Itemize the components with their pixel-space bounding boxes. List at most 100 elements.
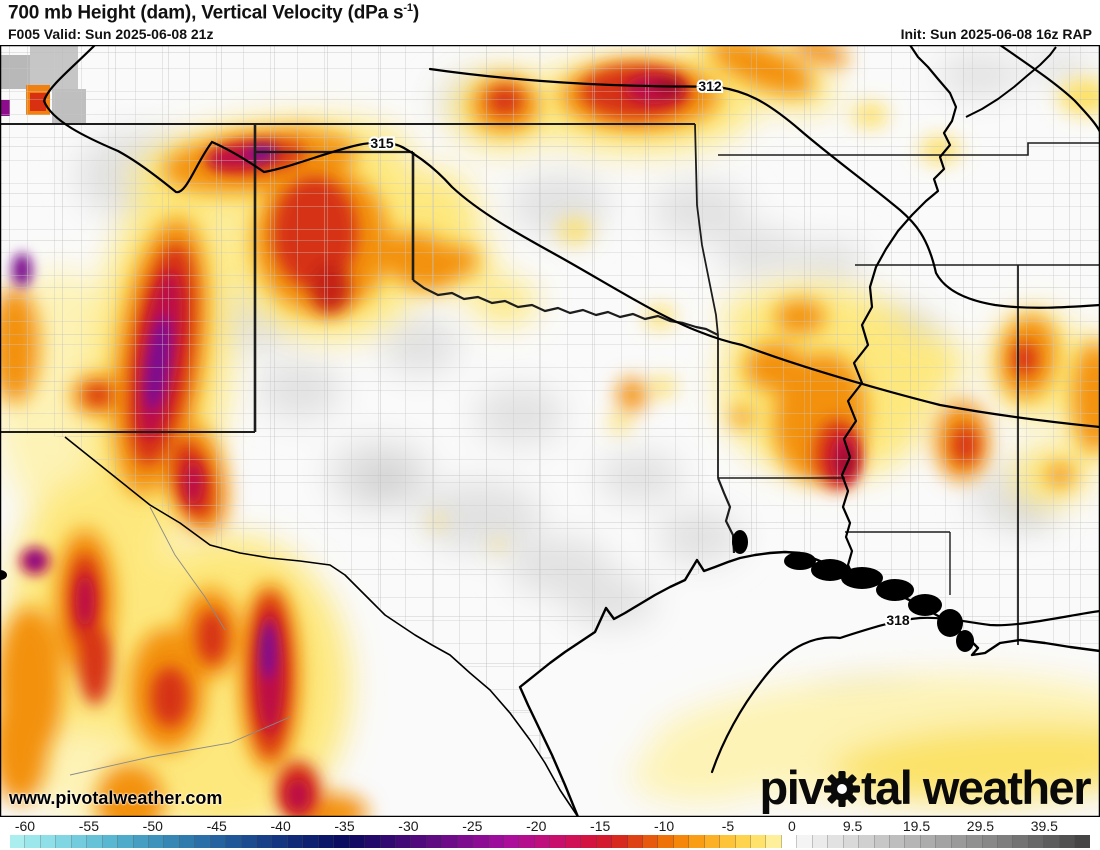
header: 700 mb Height (dam), Vertical Velocity (… <box>0 0 1100 45</box>
colorbar-cell <box>504 835 520 848</box>
colorbar-cell <box>241 835 257 848</box>
colorbar-cell <box>272 835 288 848</box>
colorbar-cell <box>287 835 304 848</box>
init-time-label: Init: Sun 2025-06-08 16z RAP <box>900 26 1092 42</box>
colorbar-cell <box>257 835 273 848</box>
colorbar-cell <box>334 835 350 848</box>
contour-label: 318 <box>886 612 910 628</box>
colorbar-cell <box>735 835 751 848</box>
brand-logo: piv tal weather <box>760 757 1092 818</box>
valid-time-label: F005 Valid: Sun 2025-06-08 21z <box>8 26 214 42</box>
colorbar-cell <box>164 835 180 848</box>
colorbar-cell <box>951 835 968 848</box>
colorbar-cell <box>1028 835 1045 848</box>
colorbar-cell <box>457 835 474 848</box>
colorbar-cell <box>1075 835 1090 848</box>
colorbar-cell <box>689 835 705 848</box>
colorbar-cell <box>967 835 983 848</box>
colorbar-tick-label: 29.5 <box>966 818 995 834</box>
colorbar-cell <box>102 835 119 848</box>
colorbar-cell <box>673 835 690 848</box>
colorbar-cell <box>612 835 628 848</box>
colorbar-tick-label: -45 <box>206 818 227 834</box>
colorbar-cell <box>766 835 782 848</box>
colorbar-cell <box>349 835 366 848</box>
colorbar-tick-label: -35 <box>334 818 355 834</box>
colorbar-cell <box>210 835 227 848</box>
colorbar-cell <box>519 835 535 848</box>
colorbar-cell <box>889 835 906 848</box>
colorbar-cell <box>596 835 613 848</box>
colorbar-cell <box>473 835 489 848</box>
colorbar: -60 -55 -50 -45 -40 -35 -30 -25 -20 -15 -10 -5 0 9.5 1… <box>0 817 1100 850</box>
colorbar-cells <box>10 835 1090 848</box>
title-suffix: ) <box>412 2 419 24</box>
colorbar-cell <box>303 835 319 848</box>
colorbar-tick-label: -15 <box>590 818 611 834</box>
height-contours <box>42 43 1100 774</box>
colorbar-cell <box>426 835 443 848</box>
colorbar-tick-label: -5 <box>721 818 735 834</box>
coastline <box>0 530 1100 818</box>
colorbar-cell <box>859 835 875 848</box>
weather-map-image: 312 315 318 <box>0 29 1100 840</box>
colorbar-cell <box>148 835 165 848</box>
watermark-text: www.pivotalweather.com <box>9 788 223 808</box>
colorbar-tick-label: -50 <box>142 818 163 834</box>
colorbar-cell <box>10 835 26 848</box>
colorbar-cell <box>751 835 767 848</box>
colorbar-cell <box>843 835 860 848</box>
title-text: 700 mb Height (dam), Vertical Velocity (… <box>8 2 404 24</box>
colorbar-cell <box>380 835 396 848</box>
colorbar-tick-label: -20 <box>526 818 547 834</box>
colorbar-cell <box>365 835 381 848</box>
colorbar-cell <box>998 835 1014 848</box>
contour-label: 312 <box>698 78 722 94</box>
colorbar-cell <box>720 835 736 848</box>
colorbar-cell <box>1044 835 1060 848</box>
colorbar-tick-label: -60 <box>14 818 36 834</box>
colorbar-cell <box>1013 835 1029 848</box>
colorbar-cell <box>25 835 41 848</box>
colorbar-cell <box>797 835 813 848</box>
colorbar-cell <box>395 835 412 848</box>
colorbar-cell <box>781 835 798 848</box>
colorbar-cell <box>812 835 829 848</box>
colorbar-cell <box>442 835 458 848</box>
page-title: 700 mb Height (dam), Vertical Velocity (… <box>8 2 419 24</box>
colorbar-cell <box>550 835 566 848</box>
colorbar-cell <box>704 835 721 848</box>
brand-part2: tal weather <box>860 761 1092 814</box>
colorbar-cell <box>195 835 211 848</box>
colorbar-tick-label: -10 <box>653 818 675 834</box>
colorbar-tick-label: 19.5 <box>902 818 931 834</box>
colorbar-tick-label: 0 <box>787 818 796 834</box>
title-superscript: -1 <box>403 2 413 14</box>
mexico-state-lines <box>69 506 291 776</box>
colorbar-cell <box>87 835 103 848</box>
colorbar-tick-label: 9.5 <box>842 818 863 834</box>
weather-map: 312 315 318 www.pivotalweather.com piv ta… <box>0 29 1100 840</box>
colorbar-cell <box>534 835 551 848</box>
colorbar-cell <box>828 835 844 848</box>
colorbar-cell <box>565 835 582 848</box>
colorbar-cell <box>71 835 88 848</box>
colorbar-tick-label: -40 <box>270 818 291 834</box>
rivers <box>64 44 1057 818</box>
colorbar-cell <box>982 835 998 848</box>
colorbar-cell <box>40 835 57 848</box>
colorbar-cell <box>920 835 937 848</box>
colorbar-cell <box>179 835 196 848</box>
colorbar-ticks: -60 -55 -50 -45 -40 -35 -30 -25 -20 -15 -10 -5 0 9.5 1… <box>0 817 1100 834</box>
colorbar-cell <box>936 835 952 848</box>
colorbar-cell <box>658 835 674 848</box>
colorbar-cell <box>627 835 643 848</box>
colorbar-cell <box>874 835 890 848</box>
colorbar-cell <box>1059 835 1076 848</box>
colorbar-cell <box>118 835 134 848</box>
colorbar-cell <box>318 835 335 848</box>
state-borders <box>0 123 1100 645</box>
colorbar-cell <box>581 835 597 848</box>
colorbar-tick-label: -25 <box>462 818 483 834</box>
